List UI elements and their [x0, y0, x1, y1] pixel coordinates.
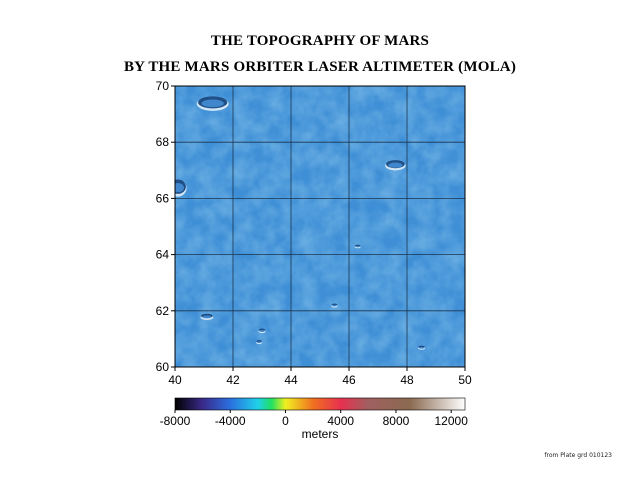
colorbar-tick-label: 8000	[383, 414, 410, 428]
colorbar-tick-label: -4000	[215, 414, 246, 428]
crater	[354, 244, 361, 249]
colorbar-tick-label: 4000	[327, 414, 354, 428]
colorbar: -8000 -4000 0 4000 8000 12000 meters	[160, 397, 469, 441]
x-tick-label: 44	[284, 373, 298, 387]
map-frame	[174, 85, 466, 368]
y-tick-label: 66	[156, 191, 170, 205]
crater	[258, 328, 266, 334]
colorbar-ramp	[174, 397, 466, 411]
x-tick-label: 40	[168, 373, 182, 387]
map-title: THE TOPOGRAPHY OF MARS	[210, 33, 430, 49]
y-tick-label: 68	[156, 135, 170, 149]
map-texture	[175, 86, 465, 367]
colorbar-tick-label: 0	[282, 414, 289, 428]
crater	[200, 313, 214, 320]
y-tick-label: 62	[156, 304, 170, 318]
y-tick-label: 60	[156, 360, 170, 374]
crater	[385, 160, 406, 171]
crater	[175, 179, 187, 197]
x-tick-label: 42	[226, 373, 240, 387]
crater	[418, 345, 425, 350]
crater-layer	[175, 96, 425, 350]
y-axis: 60 62 64 66 68 70	[156, 79, 175, 374]
colorbar-ticks: -8000 -4000 0 4000 8000 12000	[160, 410, 469, 428]
crater	[196, 96, 229, 111]
map-grid	[175, 86, 465, 367]
colorbar-tick-label: 12000	[435, 414, 469, 428]
map-panel: 40 42 44 46 48 50 60 62 64 66 68 70	[156, 79, 472, 387]
y-tick-label: 64	[156, 248, 170, 262]
x-tick-label: 46	[342, 373, 356, 387]
source-credit: from Plate grd 010123	[544, 452, 612, 459]
x-axis: 40 42 44 46 48 50	[168, 367, 472, 387]
x-tick-label: 48	[400, 373, 414, 387]
map-subtitle: BY THE MARS ORBITER LASER ALTIMETER (MOL…	[123, 59, 517, 75]
y-tick-label: 70	[156, 79, 170, 93]
colorbar-tick-label: -8000	[160, 414, 191, 428]
colorbar-label: meters	[302, 427, 339, 441]
crater	[331, 303, 338, 308]
crater	[256, 340, 262, 345]
x-tick-label: 50	[458, 373, 472, 387]
